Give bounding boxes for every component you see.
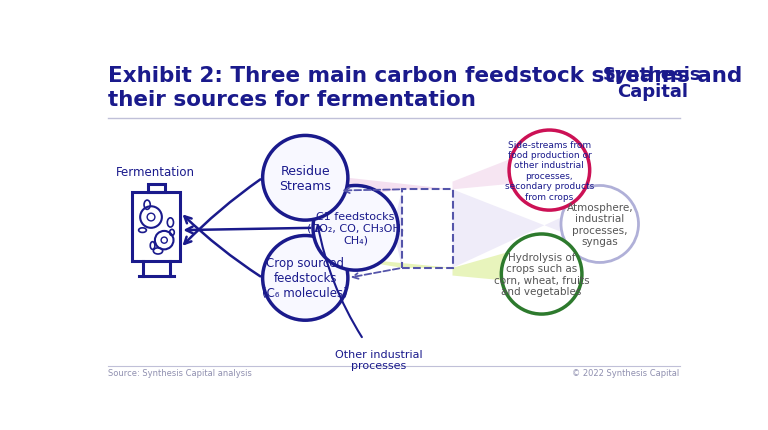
Text: Other industrial
processes: Other industrial processes <box>335 349 422 371</box>
Polygon shape <box>335 178 452 200</box>
Text: their sources for fermentation: their sources for fermentation <box>108 90 475 110</box>
Text: C1 feedstocks
(CO₂, CO, CH₃OH,
CH₄): C1 feedstocks (CO₂, CO, CH₃OH, CH₄) <box>307 212 404 245</box>
Text: © 2022 Synthesis Capital: © 2022 Synthesis Capital <box>572 368 680 377</box>
Text: Crop sourced
feedstocks
(C₆ molecules): Crop sourced feedstocks (C₆ molecules) <box>263 257 348 300</box>
Text: Residue
Streams: Residue Streams <box>280 164 331 192</box>
Text: Fermentation: Fermentation <box>115 166 194 178</box>
Bar <box>132 192 180 261</box>
Polygon shape <box>389 190 402 268</box>
Circle shape <box>561 186 638 263</box>
Polygon shape <box>335 257 452 268</box>
Circle shape <box>313 186 399 270</box>
Text: Side-streams from
food production or
other industrial
processes,
secondary produ: Side-streams from food production or oth… <box>505 140 594 201</box>
Polygon shape <box>452 150 533 190</box>
Text: Atmosphere,
industrial
processes,
syngas: Atmosphere, industrial processes, syngas <box>567 202 633 247</box>
Text: Capital: Capital <box>617 82 688 100</box>
Text: Source: Synthesis Capital analysis: Source: Synthesis Capital analysis <box>108 368 251 377</box>
Circle shape <box>509 131 590 211</box>
Bar <box>402 190 452 268</box>
Polygon shape <box>452 246 529 283</box>
Polygon shape <box>452 190 581 268</box>
Text: Synthesis: Synthesis <box>603 65 702 83</box>
Circle shape <box>263 236 348 320</box>
Bar <box>148 184 165 192</box>
Text: Exhibit 2: Three main carbon feedstock streams and: Exhibit 2: Three main carbon feedstock s… <box>108 65 742 86</box>
Circle shape <box>502 234 582 314</box>
Circle shape <box>263 136 348 221</box>
Text: Hydrolysis of
crops such as
corn, wheat, fruits
and vegetables: Hydrolysis of crops such as corn, wheat,… <box>494 252 589 297</box>
